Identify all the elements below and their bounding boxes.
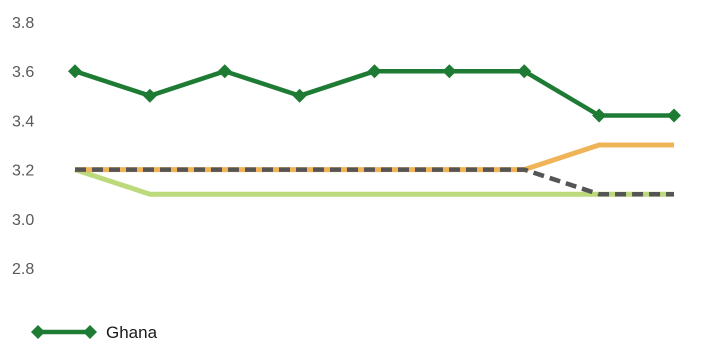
series-layer — [68, 64, 681, 197]
legend-diamond-marker — [31, 325, 45, 339]
data-point-ghana — [217, 64, 232, 79]
y-tick-label: 3.2 — [12, 163, 34, 180]
series-line-series-3 — [75, 167, 674, 197]
y-tick-label: 3.6 — [12, 64, 34, 81]
series-line-series-1 — [74, 167, 674, 197]
y-tick-label: 3.0 — [12, 212, 34, 229]
y-tick-label: 2.8 — [12, 261, 34, 278]
y-tick-label: 3.4 — [12, 113, 34, 130]
data-point-ghana — [667, 108, 681, 123]
data-point-ghana — [292, 88, 307, 103]
legend-diamond-marker — [83, 325, 97, 339]
data-point-ghana — [442, 64, 457, 79]
data-point-ghana — [68, 64, 82, 79]
legend-label-ghana: Ghana — [106, 323, 158, 342]
data-point-ghana — [142, 88, 157, 103]
y-tick-label: 3.8 — [12, 15, 34, 32]
series-line-series-2 — [75, 142, 674, 173]
data-point-ghana — [367, 64, 382, 79]
data-point-ghana — [592, 108, 607, 123]
legend: Ghana — [31, 323, 158, 342]
y-axis-tick-labels: 3.8 3.6 3.4 3.2 3.0 2.8 — [12, 15, 34, 278]
data-point-ghana — [517, 64, 532, 79]
